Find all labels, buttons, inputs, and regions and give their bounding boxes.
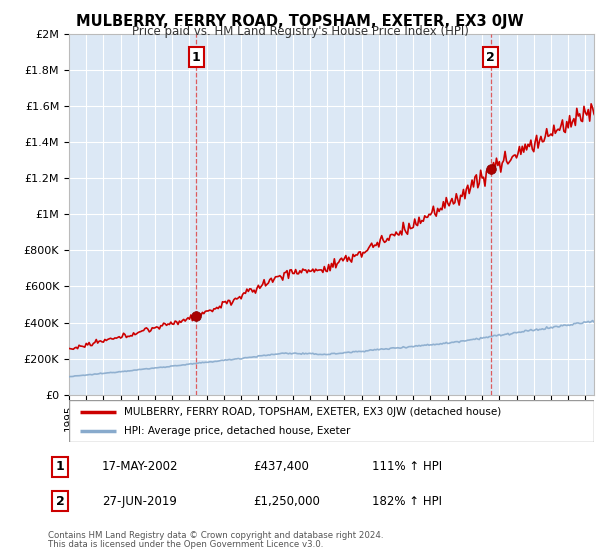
Text: £1,250,000: £1,250,000 xyxy=(253,494,320,507)
Text: 111% ↑ HPI: 111% ↑ HPI xyxy=(372,460,442,473)
Text: MULBERRY, FERRY ROAD, TOPSHAM, EXETER, EX3 0JW (detached house): MULBERRY, FERRY ROAD, TOPSHAM, EXETER, E… xyxy=(124,407,502,417)
Text: 1: 1 xyxy=(191,50,200,64)
Text: £437,400: £437,400 xyxy=(253,460,309,473)
Text: 17-MAY-2002: 17-MAY-2002 xyxy=(102,460,179,473)
Text: 182% ↑ HPI: 182% ↑ HPI xyxy=(372,494,442,507)
Text: Price paid vs. HM Land Registry's House Price Index (HPI): Price paid vs. HM Land Registry's House … xyxy=(131,25,469,38)
Text: MULBERRY, FERRY ROAD, TOPSHAM, EXETER, EX3 0JW: MULBERRY, FERRY ROAD, TOPSHAM, EXETER, E… xyxy=(76,14,524,29)
Text: 1: 1 xyxy=(56,460,64,473)
Text: Contains HM Land Registry data © Crown copyright and database right 2024.: Contains HM Land Registry data © Crown c… xyxy=(48,531,383,540)
Text: This data is licensed under the Open Government Licence v3.0.: This data is licensed under the Open Gov… xyxy=(48,540,323,549)
Text: 2: 2 xyxy=(56,494,64,507)
Text: 27-JUN-2019: 27-JUN-2019 xyxy=(102,494,177,507)
Text: 2: 2 xyxy=(486,50,495,64)
Text: HPI: Average price, detached house, Exeter: HPI: Average price, detached house, Exet… xyxy=(124,427,350,436)
